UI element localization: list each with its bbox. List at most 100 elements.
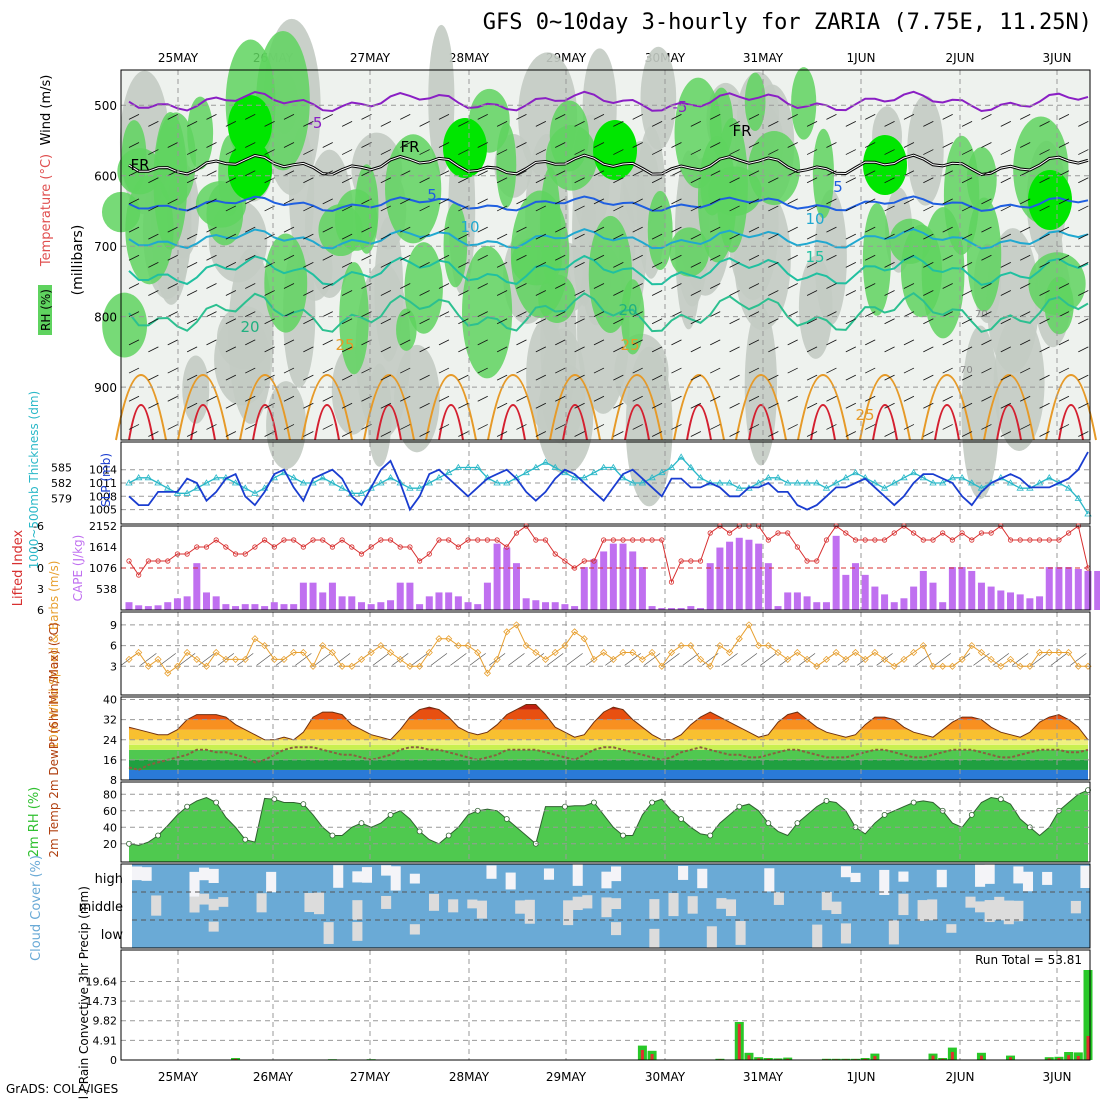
thickness-point: [842, 474, 850, 481]
cape-bar: [232, 606, 240, 610]
wind-barb: [903, 226, 915, 233]
wind-barb: [768, 402, 779, 409]
wind-barb: [903, 395, 915, 402]
wind-barb: [574, 374, 585, 381]
wind-barb: [555, 170, 566, 177]
cape-bar: [406, 582, 414, 610]
wind-barb: [942, 142, 953, 148]
lifted-index-point: [765, 537, 771, 543]
wind-barb: [341, 205, 353, 212]
rh-contour-fill: [862, 202, 891, 316]
cape-bar: [832, 535, 840, 610]
thickness-point: [493, 479, 501, 486]
cloud-gap: [611, 866, 622, 882]
cloud-gap: [994, 896, 1005, 921]
wind-barb: [884, 121, 895, 127]
wind-speed-point: [474, 648, 482, 657]
wind-barb: [508, 653, 525, 666]
lifted-index-point: [794, 544, 800, 550]
wind-barb: [400, 283, 411, 289]
y-tick-label: 8: [110, 774, 117, 787]
wind-barb: [806, 402, 818, 409]
lifted-index-point: [775, 530, 781, 536]
cape-bar: [1026, 598, 1034, 610]
wind-barb: [450, 653, 467, 666]
wind-barb: [1078, 149, 1089, 155]
date-label-bottom: 2JUN: [946, 1070, 975, 1084]
wind-barb: [496, 402, 508, 409]
wind-barb: [651, 261, 663, 268]
wind-barb: [923, 374, 934, 381]
precip-convective-bar: [757, 1058, 761, 1060]
wind-barb: [198, 653, 215, 666]
wind-barb: [225, 177, 237, 184]
wind-barb: [419, 318, 430, 325]
isotherm-line: [314, 404, 340, 441]
wind-barb: [942, 113, 953, 120]
wind-barb: [1078, 290, 1089, 296]
cloud-row-label: middle: [79, 900, 123, 915]
lifted-index-point: [165, 558, 171, 564]
wind-barb: [400, 226, 411, 233]
lifted-index-point: [339, 537, 345, 543]
wind-barb: [283, 198, 295, 205]
wind-barb: [283, 395, 295, 402]
wind-barb: [787, 254, 798, 261]
lifted-index-point: [155, 558, 161, 564]
wind-barb: [1039, 374, 1050, 381]
wind-barb: [651, 121, 663, 127]
precip-convective-bar: [1047, 1058, 1051, 1060]
thickness-point: [677, 453, 685, 460]
lifted-index-point: [475, 537, 481, 543]
wind-barb: [186, 177, 198, 184]
wind-barb: [942, 395, 953, 402]
wind-speed-point: [367, 648, 375, 657]
lifted-index-point: [1066, 530, 1072, 536]
cape-bar: [135, 605, 143, 610]
wind-barb: [903, 254, 915, 261]
wind-barb: [865, 226, 876, 233]
wind-barb: [992, 653, 1010, 666]
cape-bar: [357, 602, 365, 610]
wind-barb: [167, 226, 178, 233]
wind-barb: [283, 339, 295, 346]
thickness-point: [541, 458, 550, 465]
wind-speed-point: [842, 655, 850, 663]
wind-barb: [903, 367, 915, 374]
wind-barb: [760, 653, 777, 666]
wind-barb: [148, 149, 159, 155]
wind-barb: [303, 318, 314, 325]
thickness-point: [319, 474, 327, 481]
wind-barb: [710, 113, 721, 120]
cape-bar: [464, 602, 472, 610]
rh2m-point: [910, 799, 917, 806]
wind-barb: [303, 431, 314, 437]
cape-bar: [280, 604, 288, 610]
thickness-point: [134, 474, 143, 481]
wind-speed-point: [1065, 648, 1073, 657]
cape-bar: [202, 592, 210, 610]
lifted-index-point: [426, 551, 432, 557]
wind-barb: [245, 339, 256, 346]
cape-bar: [512, 563, 520, 610]
lifted-index-point: [262, 537, 268, 543]
wind-speed-point: [832, 648, 840, 657]
cloud-gap: [189, 896, 200, 913]
legend-label: RH (%): [39, 289, 53, 331]
wind-barb: [400, 339, 411, 346]
cape-bar: [600, 551, 608, 610]
wind-barb: [651, 205, 663, 212]
wind-barb: [748, 395, 760, 402]
rh-contour-fill: [354, 164, 379, 254]
isotherm-line: [549, 374, 601, 441]
wind-barb: [981, 311, 992, 318]
wind-barb: [651, 346, 663, 353]
wind-barb: [981, 226, 992, 233]
wind-barb: [1020, 395, 1031, 402]
thickness-point: [1006, 479, 1015, 486]
rh-contour-fill: [1028, 170, 1072, 230]
temp-band: [129, 749, 1088, 760]
thickness-point: [861, 474, 869, 481]
rh-contour-fill: [264, 233, 308, 333]
wind-barb: [1039, 261, 1050, 268]
